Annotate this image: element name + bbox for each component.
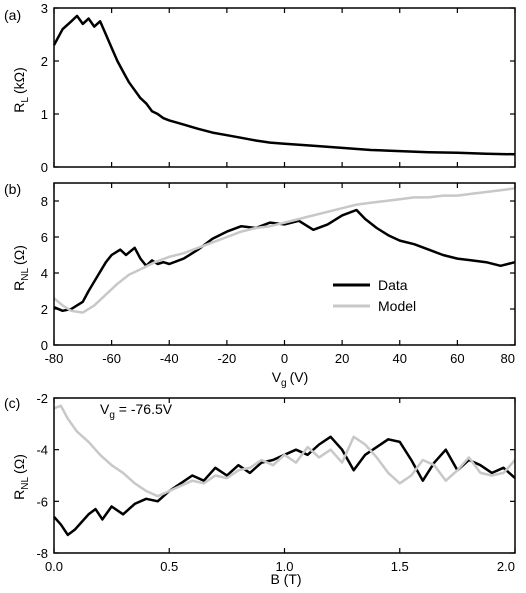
series-c-2-line <box>53 404 516 498</box>
panel-a-ylabel-unit: (kΩ) <box>11 67 27 94</box>
xtick-label-b: -20 <box>217 351 236 366</box>
panel-a-ylabel-text: RL (kΩ) <box>11 67 31 112</box>
panel-b-label: (b) <box>4 181 21 197</box>
panel-b-ylabel-text: RNL (Ω) <box>11 245 31 291</box>
legend-label-data: Data <box>378 277 408 293</box>
ytick-label-b: 4 <box>41 266 48 281</box>
ytick-label-b: 8 <box>41 194 48 209</box>
xtick-label-b: -60 <box>102 351 121 366</box>
panel-b-xlabel: Vg (V) <box>272 369 309 389</box>
panel-b-ylabel-main: R <box>11 281 27 291</box>
annotation-sub: g <box>109 410 115 421</box>
ytick-label-a: 2 <box>41 54 48 69</box>
panel-b-xlabel-main: V <box>272 369 282 385</box>
ytick-label-c: -6 <box>36 494 48 509</box>
ytick-label-a: 1 <box>41 107 48 122</box>
panel-a: (a) RL (kΩ) 0 1 2 3 <box>4 1 516 175</box>
series-a-1-line <box>52 14 516 156</box>
annotation-main: V <box>100 401 110 417</box>
plot-frame-b <box>53 182 516 346</box>
ytick-label-c: -8 <box>36 546 48 561</box>
ytick-label-b: 0 <box>41 338 48 353</box>
ytick-label-a: 3 <box>41 1 48 16</box>
panel-c-label: (c) <box>4 395 20 411</box>
panel-b: (b) RNL (Ω) Vg (V) Data Model 0 2 4 6 8 -80 -60 -… <box>4 181 516 389</box>
ytick-label-c: -4 <box>36 443 48 458</box>
panel-a-plot: 0 1 2 3 <box>41 1 516 175</box>
panel-c-ylabel: RNL (Ω) <box>11 454 31 500</box>
xtick-label-b: 20 <box>335 351 349 366</box>
xtick-label-b: 0 <box>281 351 288 366</box>
xtick-label-b: -80 <box>45 351 64 366</box>
panel-c-xlabel: B (T) <box>270 571 301 587</box>
panel-c-ylabel-unit: (Ω) <box>11 454 27 474</box>
panel-a-ylabel: RL (kΩ) <box>11 67 31 112</box>
annotation-rest: = -76.5V <box>115 401 173 417</box>
ytick-label-b: 2 <box>41 302 48 317</box>
panel-b-xlabel-unit: (V) <box>290 369 309 385</box>
panel-a-label: (a) <box>4 7 21 23</box>
panel-b-ylabel-sub: NL <box>20 268 31 281</box>
xtick-label-b: -40 <box>160 351 179 366</box>
series-b-2-line <box>53 187 516 314</box>
xtick-label-c: 1.0 <box>275 559 293 574</box>
ytick-label-a: 0 <box>41 160 48 175</box>
series-c-1-line <box>53 435 516 537</box>
panel-c-ylabel-text: RNL (Ω) <box>11 454 31 500</box>
xtick-label-c: 1.5 <box>391 559 409 574</box>
panel-a-ylabel-main: R <box>11 103 27 113</box>
panel-c: (c) RNL (Ω) Vg = -76.5V B (T) -8 -6 -4 -2 0.0… <box>4 391 516 587</box>
legend-label-model: Model <box>378 298 416 314</box>
panel-c-ylabel-main: R <box>11 490 27 500</box>
panel-b-ylabel: RNL (Ω) <box>11 245 31 291</box>
panel-b-ylabel-unit: (Ω) <box>11 245 27 265</box>
xtick-label-b: 80 <box>501 351 515 366</box>
panel-c-annotation: Vg = -76.5V <box>100 401 173 421</box>
panel-b-plot: 0 2 4 6 8 -80 -60 -40 -20 0 20 40 60 80 <box>41 182 516 366</box>
xtick-label-c: 0.5 <box>160 559 178 574</box>
xtick-label-c: 2.0 <box>497 559 515 574</box>
xtick-label-c: 0.0 <box>45 559 63 574</box>
plot-frame-c <box>53 397 516 554</box>
panel-b-xlabel-sub: g <box>281 378 287 389</box>
series-b-1-line <box>53 208 516 313</box>
ytick-label-b: 6 <box>41 230 48 245</box>
panel-c-ylabel-sub: NL <box>20 477 31 490</box>
legend: Data Model <box>333 277 416 314</box>
panel-c-plot: -8 -6 -4 -2 0.0 0.5 1.0 1.5 2.0 <box>36 391 516 574</box>
ytick-label-c: -2 <box>36 391 48 406</box>
xtick-label-b: 60 <box>450 351 464 366</box>
xtick-label-b: 40 <box>393 351 407 366</box>
panel-a-ylabel-sub: L <box>20 97 31 103</box>
